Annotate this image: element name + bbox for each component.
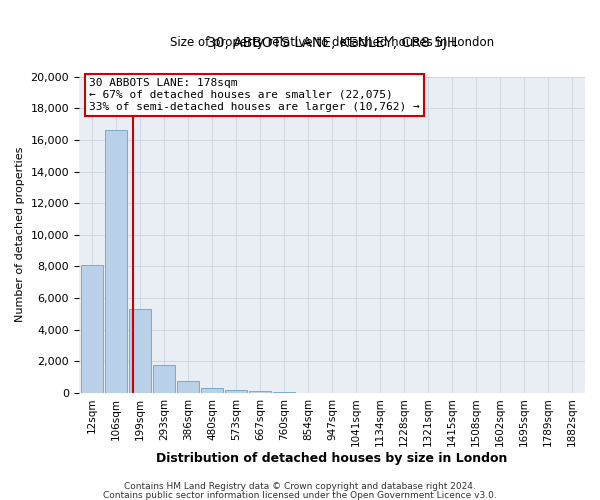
Bar [177, 381, 199, 393]
Bar [273, 392, 295, 393]
Bar [153, 365, 175, 393]
Text: 30 ABBOTS LANE: 178sqm
← 67% of detached houses are smaller (22,075)
33% of semi: 30 ABBOTS LANE: 178sqm ← 67% of detached… [89, 78, 420, 112]
Bar [249, 392, 271, 393]
Bar [201, 388, 223, 393]
X-axis label: Distribution of detached houses by size in London: Distribution of detached houses by size … [156, 452, 508, 465]
Text: Contains HM Land Registry data © Crown copyright and database right 2024.: Contains HM Land Registry data © Crown c… [124, 482, 476, 491]
Y-axis label: Number of detached properties: Number of detached properties [15, 147, 25, 322]
Bar [129, 309, 151, 393]
Bar [225, 390, 247, 393]
Bar [105, 130, 127, 393]
Title: Size of property relative to detached houses in London: Size of property relative to detached ho… [170, 36, 494, 49]
Bar [82, 265, 103, 393]
Text: Contains public sector information licensed under the Open Government Licence v3: Contains public sector information licen… [103, 490, 497, 500]
Text: 30, ABBOTS LANE, KENLEY, CR8 5JH: 30, ABBOTS LANE, KENLEY, CR8 5JH [207, 36, 457, 50]
